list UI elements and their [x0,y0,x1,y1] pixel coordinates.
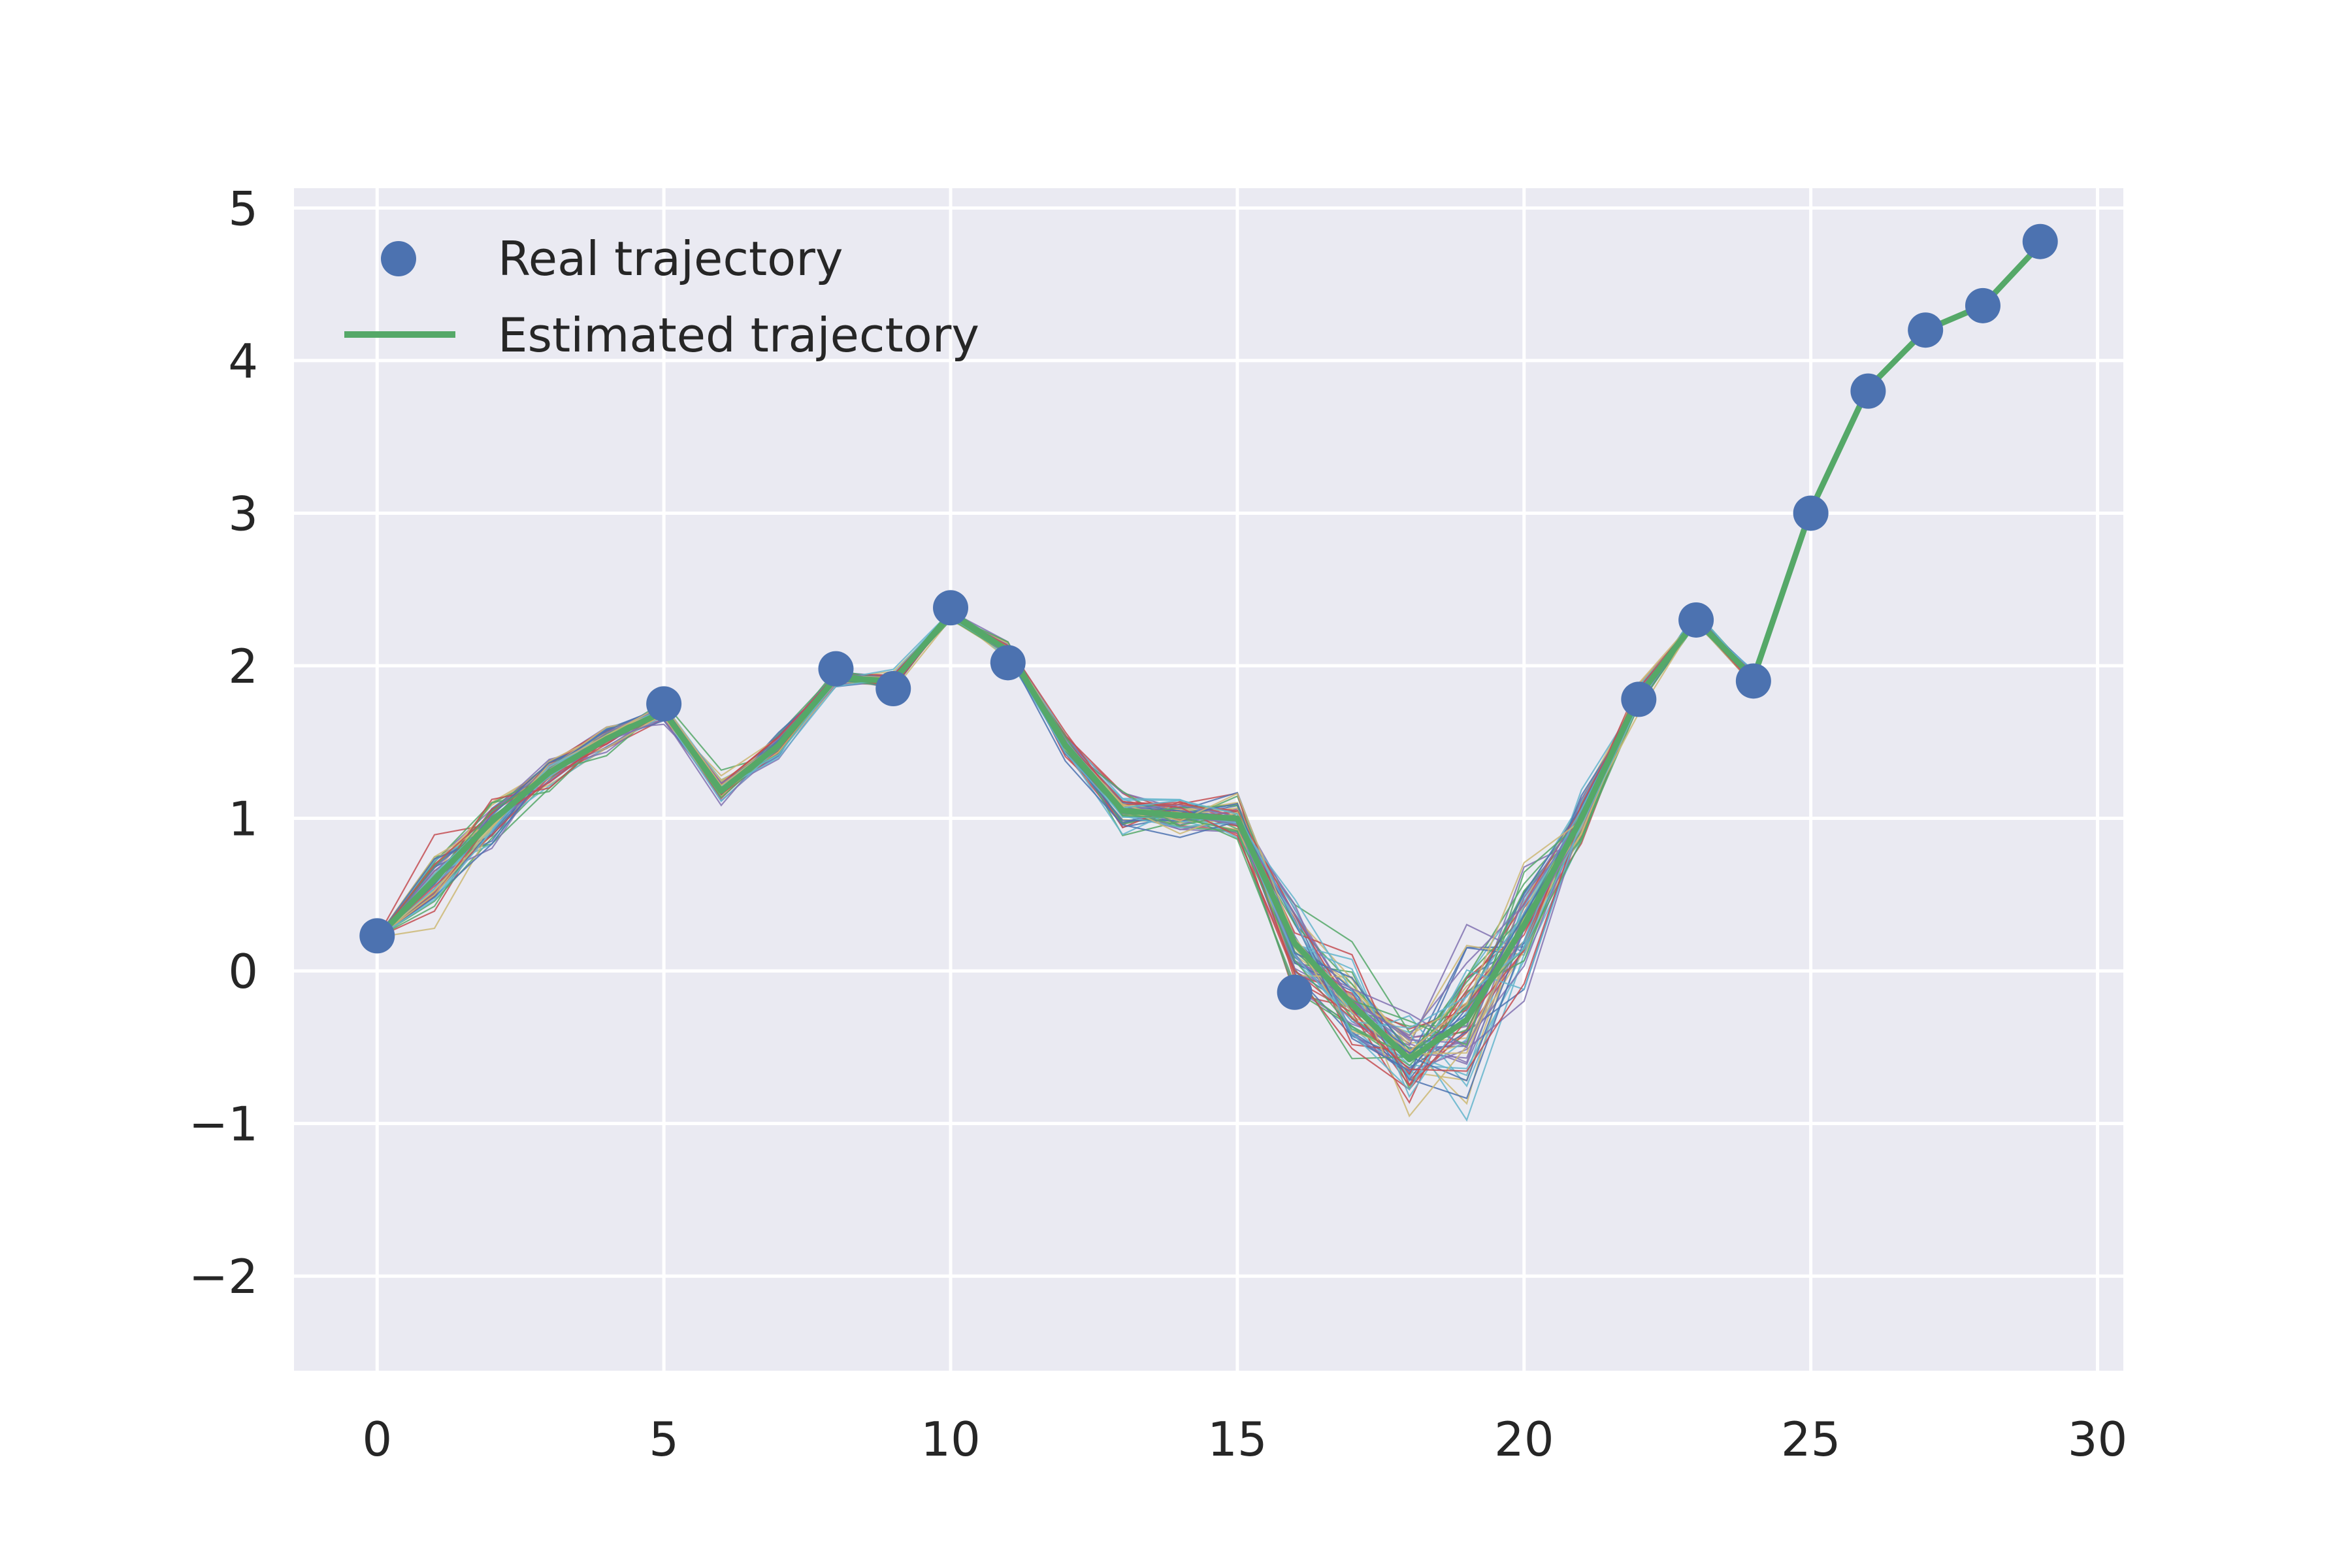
real-trajectory-series [359,223,2058,1010]
real-trajectory-point [1678,602,1714,638]
real-trajectory-point [990,645,1026,681]
real-trajectory-point [875,671,911,707]
real-trajectory-point [933,590,969,626]
x-tick-labels: 0 5 10 15 20 25 30 [362,1412,2127,1467]
y-tick-label: 5 [228,181,258,236]
real-trajectory-point [359,918,395,954]
y-tick-label: −2 [189,1249,258,1304]
x-tick-label: 0 [362,1412,392,1467]
y-tick-label: 3 [228,486,258,541]
real-trajectory-point [1277,974,1313,1010]
real-trajectory-point [818,651,854,687]
real-trajectory-point [646,686,682,722]
y-tick-label: 4 [228,334,258,389]
plot-background [294,188,2123,1371]
y-tick-label: 2 [228,639,258,694]
x-tick-label: 30 [2068,1412,2128,1467]
x-tick-label: 10 [921,1412,981,1467]
legend-real-marker [381,241,416,276]
real-trajectory-point [1621,681,1657,717]
y-tick-labels: −2 −1 0 1 2 3 4 5 [189,181,258,1304]
real-trajectory-point [1735,663,1771,699]
legend-estimated-label: Estimated trajectory [498,308,979,363]
x-tick-label: 25 [1781,1412,1841,1467]
real-trajectory-point [2022,223,2058,259]
real-trajectory-point [1850,373,1886,409]
legend: Real trajectory Estimated trajectory [344,231,979,363]
y-tick-label: 0 [228,944,258,999]
real-trajectory-point [1793,495,1829,531]
x-tick-label: 20 [1494,1412,1554,1467]
real-trajectory-point [1908,312,1944,348]
y-tick-label: −1 [189,1097,258,1152]
x-tick-label: 5 [649,1412,679,1467]
y-tick-label: 1 [228,792,258,847]
legend-real-label: Real trajectory [498,231,843,286]
real-trajectory-point [1965,287,2001,323]
x-tick-label: 15 [1207,1412,1267,1467]
